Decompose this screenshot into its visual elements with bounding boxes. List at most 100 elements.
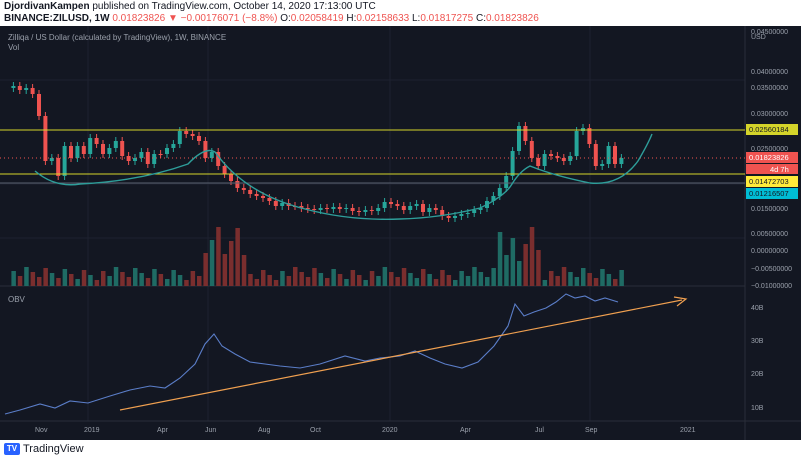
- candle[interactable]: [408, 206, 413, 210]
- candle[interactable]: [561, 158, 566, 161]
- candle[interactable]: [203, 141, 208, 158]
- candle[interactable]: [209, 152, 214, 158]
- candle[interactable]: [49, 158, 54, 161]
- candle[interactable]: [69, 146, 73, 158]
- tradingview-logo[interactable]: TV TradingView: [4, 443, 84, 456]
- candle[interactable]: [17, 86, 22, 90]
- candle[interactable]: [453, 216, 457, 218]
- candle[interactable]: [280, 203, 285, 206]
- candle[interactable]: [30, 88, 35, 94]
- candle[interactable]: [593, 144, 598, 166]
- candle[interactable]: [433, 208, 438, 210]
- candle[interactable]: [421, 204, 425, 212]
- candle[interactable]: [197, 136, 201, 141]
- candlesticks[interactable]: [11, 82, 624, 222]
- candle[interactable]: [248, 190, 253, 194]
- candle[interactable]: [139, 152, 144, 158]
- candle[interactable]: [184, 131, 189, 134]
- candle[interactable]: [11, 86, 16, 88]
- candle[interactable]: [587, 128, 592, 144]
- candle[interactable]: [145, 152, 150, 164]
- candle[interactable]: [542, 154, 547, 166]
- candle[interactable]: [299, 206, 304, 208]
- candle[interactable]: [465, 213, 470, 214]
- candle[interactable]: [574, 131, 579, 156]
- candle[interactable]: [376, 208, 381, 211]
- candle[interactable]: [113, 141, 118, 148]
- candle[interactable]: [478, 208, 483, 210]
- candle[interactable]: [600, 164, 605, 166]
- candle[interactable]: [267, 198, 272, 201]
- candle[interactable]: [363, 210, 368, 212]
- candle[interactable]: [529, 141, 534, 158]
- candle[interactable]: [389, 202, 393, 204]
- candle[interactable]: [549, 154, 553, 156]
- candle[interactable]: [62, 146, 67, 176]
- obv-axis[interactable]: 40B 30B 20B 10B: [751, 305, 764, 412]
- candle[interactable]: [177, 131, 182, 144]
- chart-canvas[interactable]: Zilliqa / US Dollar (calculated by Tradi…: [0, 26, 801, 440]
- candle[interactable]: [427, 208, 432, 212]
- candle[interactable]: [261, 196, 265, 198]
- candle[interactable]: [158, 154, 163, 155]
- candle[interactable]: [312, 209, 317, 210]
- candle[interactable]: [555, 156, 560, 158]
- candle[interactable]: [254, 194, 259, 196]
- candle[interactable]: [613, 146, 617, 164]
- candle[interactable]: [536, 158, 541, 166]
- candle[interactable]: [350, 208, 355, 211]
- candle[interactable]: [241, 188, 246, 190]
- candle[interactable]: [305, 208, 310, 209]
- candle[interactable]: [523, 126, 528, 141]
- candle[interactable]: [216, 152, 221, 166]
- candle[interactable]: [440, 210, 445, 216]
- candle[interactable]: [344, 208, 349, 209]
- candle[interactable]: [101, 144, 105, 154]
- candle[interactable]: [446, 216, 451, 218]
- candle[interactable]: [325, 208, 329, 209]
- candle[interactable]: [510, 151, 515, 176]
- candle[interactable]: [152, 154, 157, 164]
- candle[interactable]: [331, 207, 336, 209]
- candle[interactable]: [229, 174, 233, 181]
- candle[interactable]: [222, 166, 227, 174]
- candle[interactable]: [414, 204, 419, 206]
- author-name[interactable]: DjordivanKampen: [4, 1, 90, 12]
- candle[interactable]: [56, 158, 61, 176]
- candle[interactable]: [619, 158, 624, 164]
- obv-trendline[interactable]: [119, 299, 683, 411]
- candle[interactable]: [43, 116, 48, 161]
- candle[interactable]: [472, 210, 477, 213]
- candle[interactable]: [133, 158, 137, 161]
- candle[interactable]: [504, 176, 509, 188]
- candle[interactable]: [75, 146, 80, 158]
- candle[interactable]: [190, 134, 195, 136]
- candle[interactable]: [318, 208, 323, 210]
- candle[interactable]: [94, 138, 99, 144]
- candle[interactable]: [497, 188, 502, 196]
- candle[interactable]: [88, 138, 93, 154]
- candle[interactable]: [273, 201, 278, 206]
- candle[interactable]: [37, 94, 41, 116]
- candle[interactable]: [606, 146, 611, 164]
- candle[interactable]: [337, 207, 342, 209]
- candle[interactable]: [395, 204, 400, 206]
- candle[interactable]: [81, 146, 86, 154]
- candle[interactable]: [165, 148, 169, 154]
- candle[interactable]: [459, 214, 464, 216]
- candle[interactable]: [24, 88, 29, 90]
- candle[interactable]: [401, 206, 406, 210]
- time-axis[interactable]: Nov 2019 Apr Jun Aug Oct 2020 Apr Jul Se…: [35, 427, 696, 434]
- candle[interactable]: [382, 202, 387, 208]
- candle[interactable]: [491, 196, 496, 201]
- candle[interactable]: [517, 126, 521, 151]
- candle[interactable]: [171, 144, 176, 148]
- candle[interactable]: [120, 141, 125, 156]
- candle[interactable]: [369, 210, 374, 211]
- candle[interactable]: [235, 181, 240, 188]
- cup-curve[interactable]: [34, 133, 653, 220]
- candle[interactable]: [107, 148, 112, 154]
- candle[interactable]: [568, 156, 573, 161]
- price-axis[interactable]: USD 0.04500000 0.04000000 0.03500000 0.0…: [751, 29, 792, 290]
- candle[interactable]: [357, 211, 361, 212]
